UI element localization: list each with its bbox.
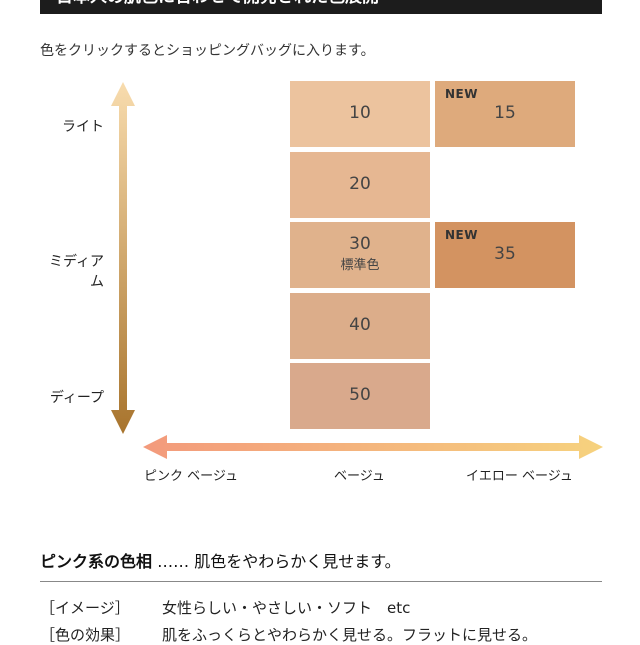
info-row-value: 肌をふっくらとやわらかく見せる。フラットに見せる。 [162, 626, 538, 644]
section-title-bold: ピンク系の色相 [40, 552, 153, 571]
instruction-text: 色をクリックするとショッピングバッグに入ります。 [40, 43, 375, 59]
swatch-number: 35 [494, 244, 516, 264]
info-row-key: ［色の効果］ [40, 626, 131, 644]
swatch-number: 50 [349, 385, 371, 405]
info-row: ［色の効果］ 肌をふっくらとやわらかく見せる。フラットに見せる。 [40, 624, 537, 645]
swatch-number: 15 [494, 103, 516, 123]
swatch-number: 30 [349, 234, 371, 254]
axis-label-light: ライト [62, 119, 104, 135]
swatch-35[interactable]: NEW 35 [435, 222, 575, 288]
swatch-number: 20 [349, 174, 371, 194]
section-divider [40, 581, 602, 582]
axis-label-pink-beige: ピンク ベージュ [144, 469, 238, 484]
swatch-15[interactable]: NEW 15 [435, 81, 575, 147]
banner-title: 日本人の肌色に合わせて開発された色展開 [40, 0, 602, 14]
axis-label-medium: ミディアム [48, 254, 104, 290]
swatch-50[interactable]: 50 [290, 363, 430, 429]
section-title-rest: …… 肌色をやわらかく見せます。 [152, 552, 401, 571]
swatch-40[interactable]: 40 [290, 293, 430, 359]
swatch-standard-label: 標準色 [340, 258, 380, 273]
swatch-10[interactable]: 10 [290, 81, 430, 147]
info-row-key: ［イメージ］ [40, 599, 130, 617]
vertical-arrow-icon [111, 82, 135, 434]
swatch-number: 10 [349, 103, 371, 123]
swatch-number: 40 [349, 315, 371, 335]
info-row: ［イメージ］ 女性らしい・やさしい・ソフト etc [40, 597, 410, 618]
swatch-30[interactable]: 30 標準色 [290, 222, 430, 288]
axis-label-yellow-beige: イエロー ベージュ [466, 469, 573, 484]
horizontal-arrow-icon [143, 435, 603, 459]
axis-label-deep: ディープ [49, 390, 104, 406]
info-row-value: 女性らしい・やさしい・ソフト etc [162, 599, 411, 617]
new-badge: NEW [445, 228, 478, 242]
axis-label-beige: ベージュ [334, 469, 385, 484]
section-title: ピンク系の色相 …… 肌色をやわらかく見せます。 [40, 548, 401, 572]
swatch-20[interactable]: 20 [290, 152, 430, 218]
new-badge: NEW [445, 87, 478, 101]
